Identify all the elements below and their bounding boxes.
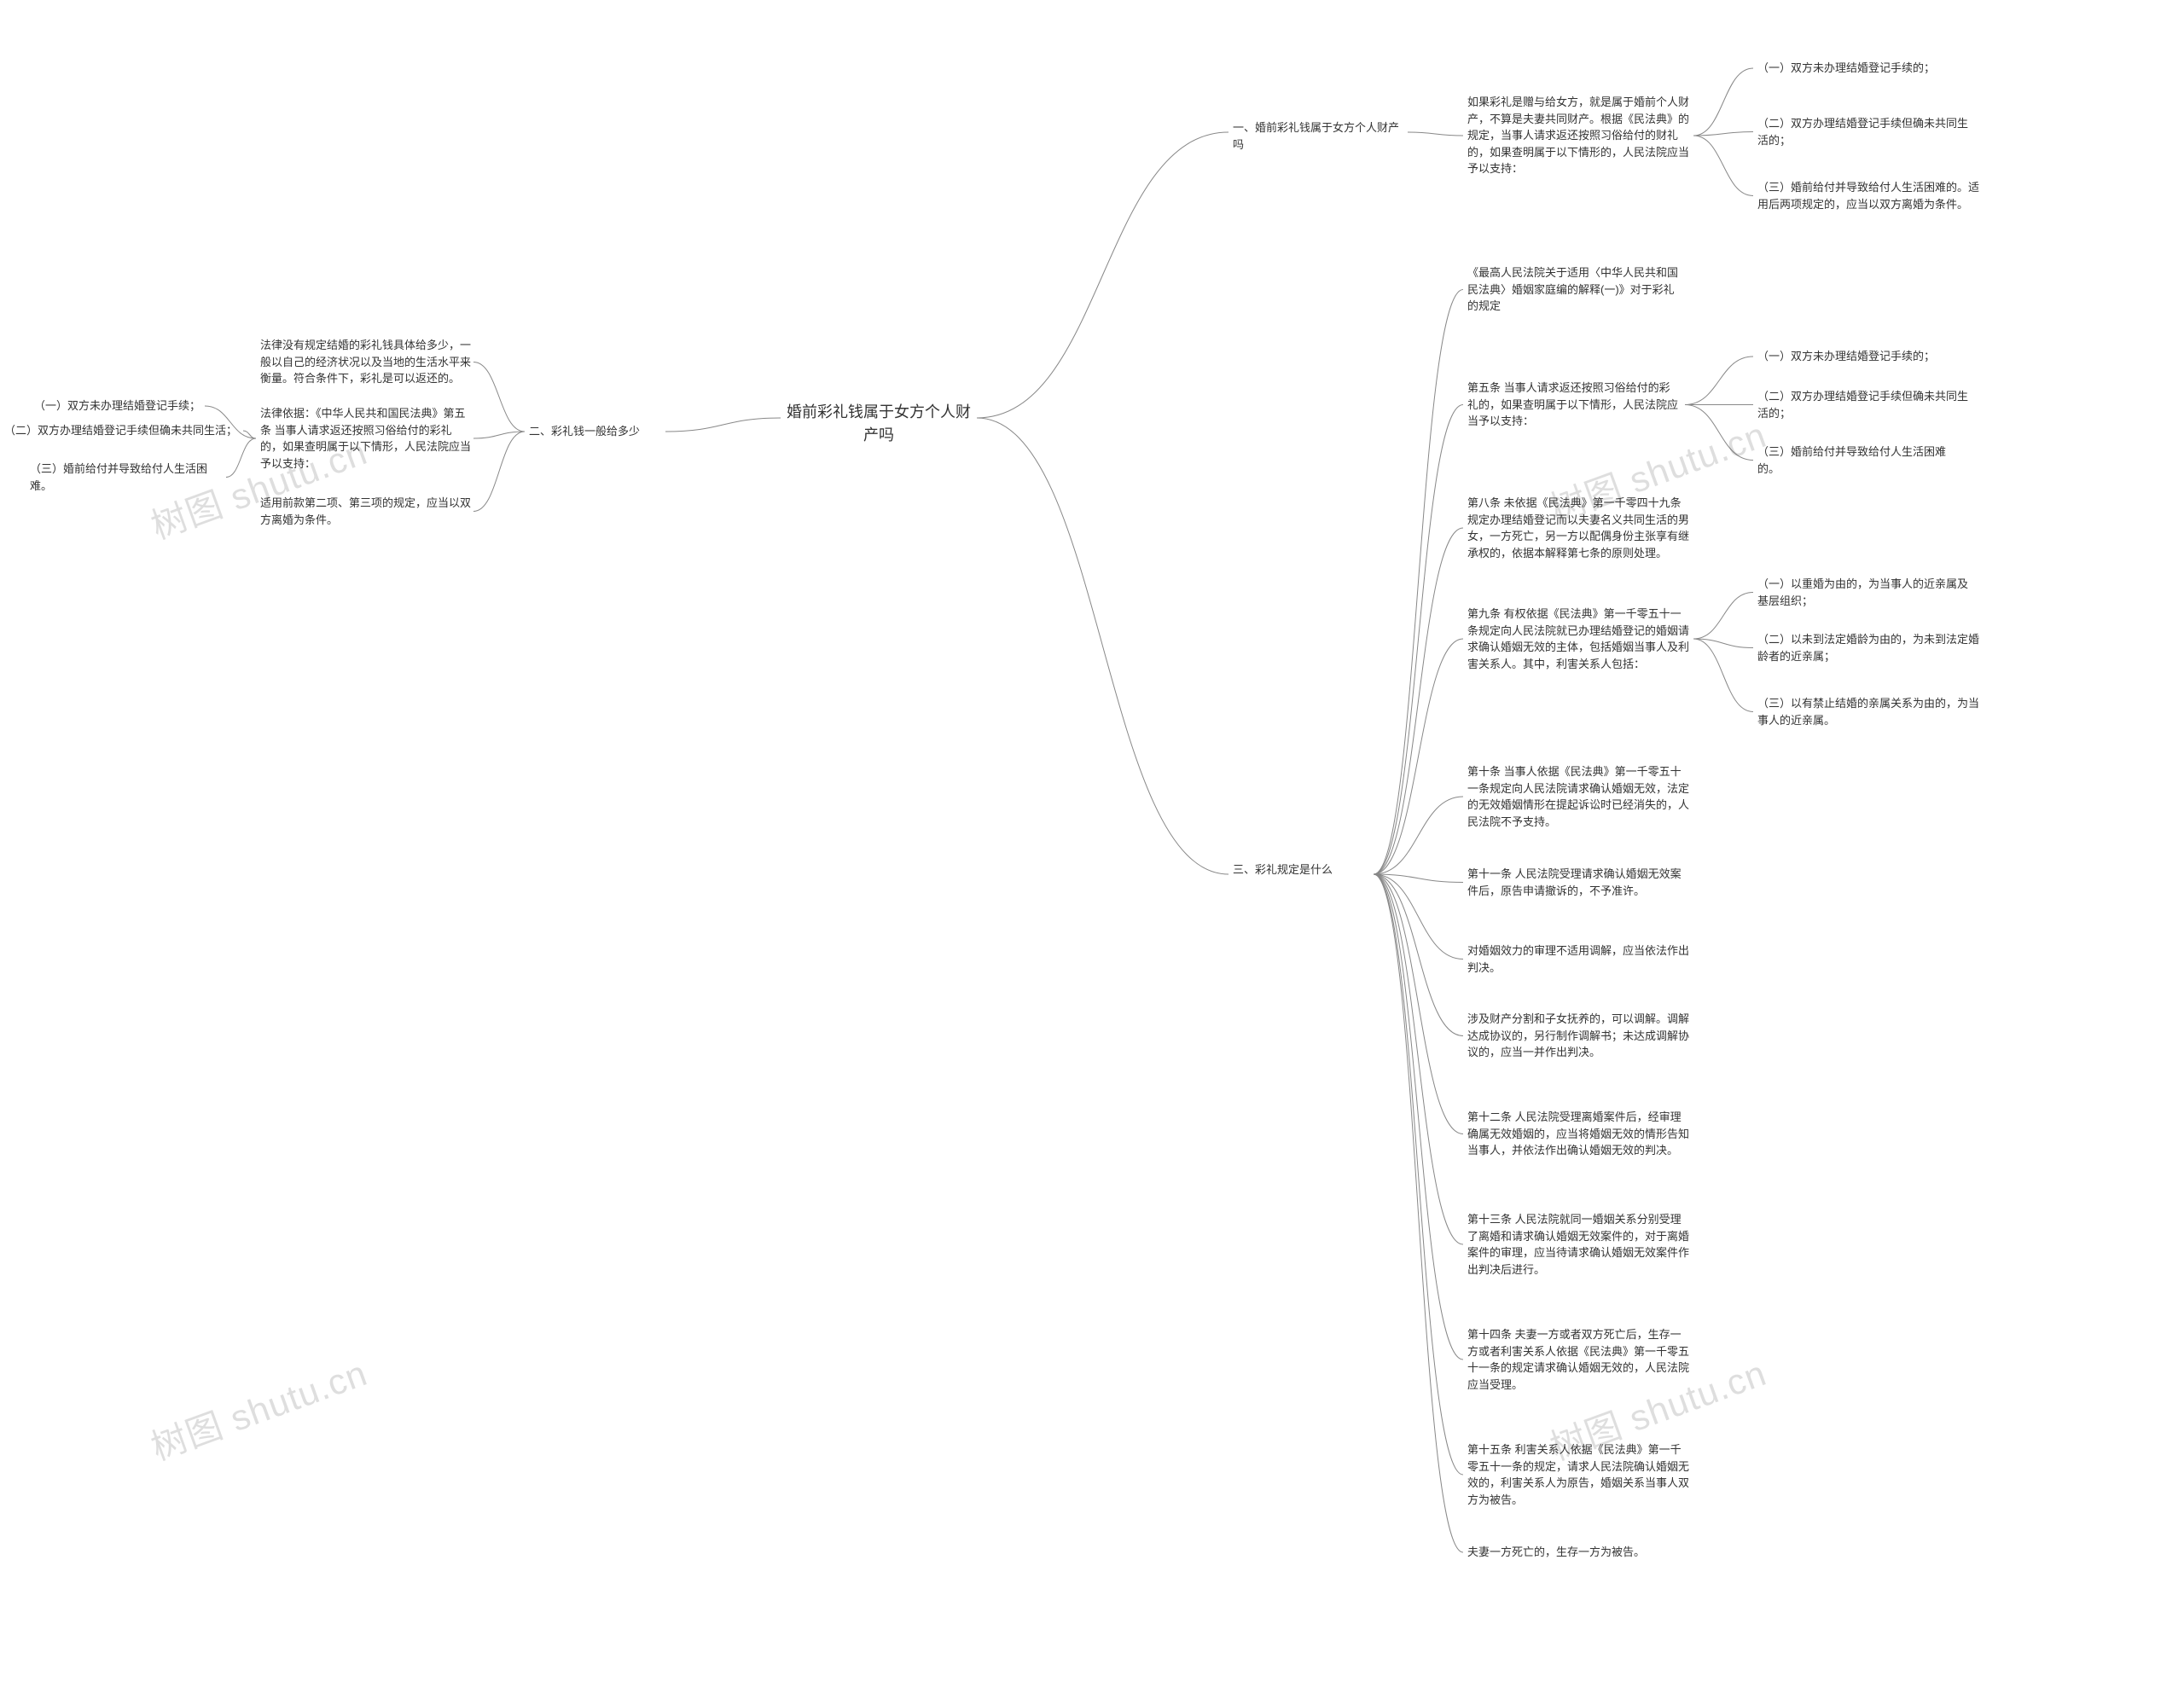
root-node: 婚前彩礼钱属于女方个人财产吗	[785, 401, 973, 447]
branch-right-child: 第八条 未依据《民法典》第一千零四十九条规定办理结婚登记而以夫妻名义共同生活的男…	[1467, 495, 1689, 561]
branch-right-child: 对婚姻效力的审理不适用调解，应当依法作出判决。	[1467, 942, 1689, 976]
branch-right-grandchild: （三）以有禁止结婚的亲属关系为由的，为当事人的近亲属。	[1757, 695, 1979, 728]
branch-right-title: 一、婚前彩礼钱属于女方个人财产吗	[1233, 119, 1403, 153]
branch-left-child: 适用前款第二项、第三项的规定，应当以双方离婚为条件。	[260, 495, 473, 528]
branch-left-child: 法律依据：《中华人民共和国民法典》第五条 当事人请求返还按照习俗给付的彩礼的，如…	[260, 405, 473, 472]
branch-right-grandchild: （一）以重婚为由的，为当事人的近亲属及基层组织；	[1757, 576, 1971, 609]
branch-left-grandchild: （二）双方办理结婚登记手续但确未共同生活；	[4, 422, 243, 439]
branch-left-child: 法律没有规定结婚的彩礼钱具体给多少，一般以自己的经济状况以及当地的生活水平来衡量…	[260, 337, 473, 387]
branch-right-grandchild: （一）双方未办理结婚登记手续的；	[1757, 60, 1945, 77]
branch-left-title: 二、彩礼钱一般给多少	[529, 423, 665, 440]
branch-right-grandchild: （二）以未到法定婚龄为由的，为未到法定婚龄者的近亲属；	[1757, 631, 1979, 664]
watermark: 树图 shutu.cn	[143, 1344, 374, 1470]
branch-right-grandchild: （二）双方办理结婚登记手续但确未共同生活的；	[1757, 388, 1971, 421]
branch-right-child: 第九条 有权依据《民法典》第一千零五十一条规定向人民法院就已办理结婚登记的婚姻请…	[1467, 606, 1689, 672]
branch-right-child: 第十一条 人民法院受理请求确认婚姻无效案件后，原告申请撤诉的，不予准许。	[1467, 866, 1689, 899]
branch-left-grandchild: （三）婚前给付并导致给付人生活困难。	[30, 461, 226, 494]
branch-right-grandchild: （三）婚前给付并导致给付人生活困难的。适用后两项规定的，应当以双方离婚为条件。	[1757, 179, 1979, 212]
branch-right-grandchild: （三）婚前给付并导致给付人生活困难的。	[1757, 444, 1962, 477]
branch-right-child: 第十三条 人民法院就同一婚姻关系分别受理了离婚和请求确认婚姻无效案件的，对于离婚…	[1467, 1211, 1689, 1278]
branch-right-child: 涉及财产分割和子女抚养的，可以调解。调解达成协议的，另行制作调解书；未达成调解协…	[1467, 1011, 1689, 1061]
branch-right-child: 如果彩礼是赠与给女方，就是属于婚前个人财产，不算是夫妻共同财产。根据《民法典》的…	[1467, 94, 1689, 177]
branch-left-grandchild: （一）双方未办理结婚登记手续；	[34, 397, 205, 415]
branch-right-title: 三、彩礼规定是什么	[1233, 861, 1369, 878]
connector-layer	[0, 0, 2184, 1693]
branch-right-child: 第十五条 利害关系人依据《民法典》第一千零五十一条的规定，请求人民法院确认婚姻无…	[1467, 1441, 1689, 1508]
branch-right-child: 夫妻一方死亡的，生存一方为被告。	[1467, 1544, 1672, 1561]
branch-right-child: 《最高人民法院关于适用〈中华人民共和国民法典〉婚姻家庭编的解释(一)》对于彩礼的…	[1467, 264, 1681, 315]
branch-right-grandchild: （一）双方未办理结婚登记手续的；	[1757, 348, 1945, 365]
branch-right-grandchild: （二）双方办理结婚登记手续但确未共同生活的；	[1757, 115, 1971, 148]
branch-right-child: 第十条 当事人依据《民法典》第一千零五十一条规定向人民法院请求确认婚姻无效，法定…	[1467, 763, 1689, 830]
branch-right-child: 第十四条 夫妻一方或者双方死亡后，生存一方或者利害关系人依据《民法典》第一千零五…	[1467, 1326, 1689, 1393]
branch-right-child: 第五条 当事人请求返还按照习俗给付的彩礼的，如果查明属于以下情形，人民法院应当予…	[1467, 380, 1681, 430]
branch-right-child: 第十二条 人民法院受理离婚案件后，经审理确属无效婚姻的，应当将婚姻无效的情形告知…	[1467, 1109, 1689, 1159]
